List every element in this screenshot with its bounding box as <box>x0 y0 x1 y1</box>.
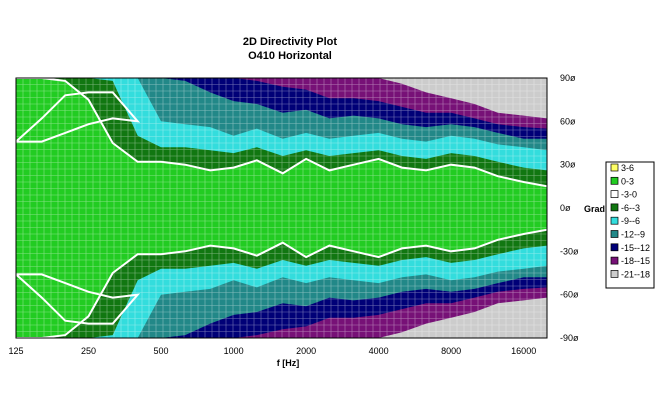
legend-label: -6--3 <box>621 203 640 213</box>
legend-label: -9--6 <box>621 216 640 226</box>
legend-swatch <box>610 243 619 252</box>
legend-label: -18--15 <box>621 256 650 266</box>
x-tick-label: 8000 <box>441 346 461 356</box>
grid-lines <box>16 78 547 338</box>
legend-swatch <box>610 216 619 225</box>
legend-swatch <box>610 203 619 212</box>
legend-swatch <box>610 270 619 278</box>
legend-swatch <box>610 163 619 172</box>
contour-band-angle-minus-18-lower <box>16 297 547 338</box>
y-tick-label: 30ø <box>560 160 576 170</box>
legend-label: 0-3 <box>621 176 634 186</box>
x-tick-label: 16000 <box>511 346 536 356</box>
x-tick-label: 2000 <box>296 346 316 356</box>
x-tick-label: 500 <box>153 346 168 356</box>
contour-band-angle-minus-15-upper <box>16 78 547 129</box>
x-tick-label: 4000 <box>369 346 389 356</box>
contour-band-angle-minus-18-upper <box>16 78 547 119</box>
legend-label: -21--18 <box>621 269 650 279</box>
plot-area <box>16 78 547 338</box>
x-axis-ticks: 125 250 500 1000 2000 4000 8000 16000 <box>8 346 536 356</box>
contour-line-minus-3-upper <box>16 78 547 188</box>
legend-label: -15--12 <box>621 243 650 253</box>
contour-lines-minus-3 <box>16 78 547 338</box>
contour-line-minus-3-lower <box>16 228 547 338</box>
contour-lobe-minus-3-lower <box>16 273 141 325</box>
y-axis-ticks: 90ø 60ø 30ø 0ø -30ø -60ø -90ø <box>560 73 579 343</box>
y-tick-label: -30ø <box>560 246 579 256</box>
y-tick-label: -90ø <box>560 333 579 343</box>
legend-swatch <box>610 256 619 265</box>
legend-swatch <box>610 190 619 198</box>
x-tick-label: 1000 <box>224 346 244 356</box>
contour-band-angle-minus-15-lower <box>16 287 547 338</box>
x-tick-label: 125 <box>8 346 23 356</box>
x-axis-label: f [Hz] <box>277 358 300 368</box>
contour-lobe-minus-3-upper <box>16 91 141 143</box>
contour-bands <box>16 78 547 338</box>
y-tick-label: 60ø <box>560 116 576 126</box>
legend-swatch <box>610 230 619 238</box>
y-tick-label: 90ø <box>560 73 576 83</box>
y-tick-label: 0ø <box>560 203 571 213</box>
x-tick-label: 250 <box>81 346 96 356</box>
y-tick-label: -60ø <box>560 290 579 300</box>
legend: 3-6 0-3 -3-0 -6--3 -9--6 -12--9 -15--12 -18--15… <box>605 161 655 289</box>
plot-frame <box>15 77 548 339</box>
y-axis-label: Grad <box>584 204 605 214</box>
legend-label: 3-6 <box>621 163 634 173</box>
legend-label: -12--9 <box>621 230 645 240</box>
chart-title: 2D Directivity Plot <box>243 36 337 48</box>
legend-swatch <box>610 176 619 185</box>
chart-subtitle: O410 Horizontal <box>248 50 332 62</box>
grid-mesh <box>16 78 547 338</box>
legend-label: -3-0 <box>621 190 637 200</box>
